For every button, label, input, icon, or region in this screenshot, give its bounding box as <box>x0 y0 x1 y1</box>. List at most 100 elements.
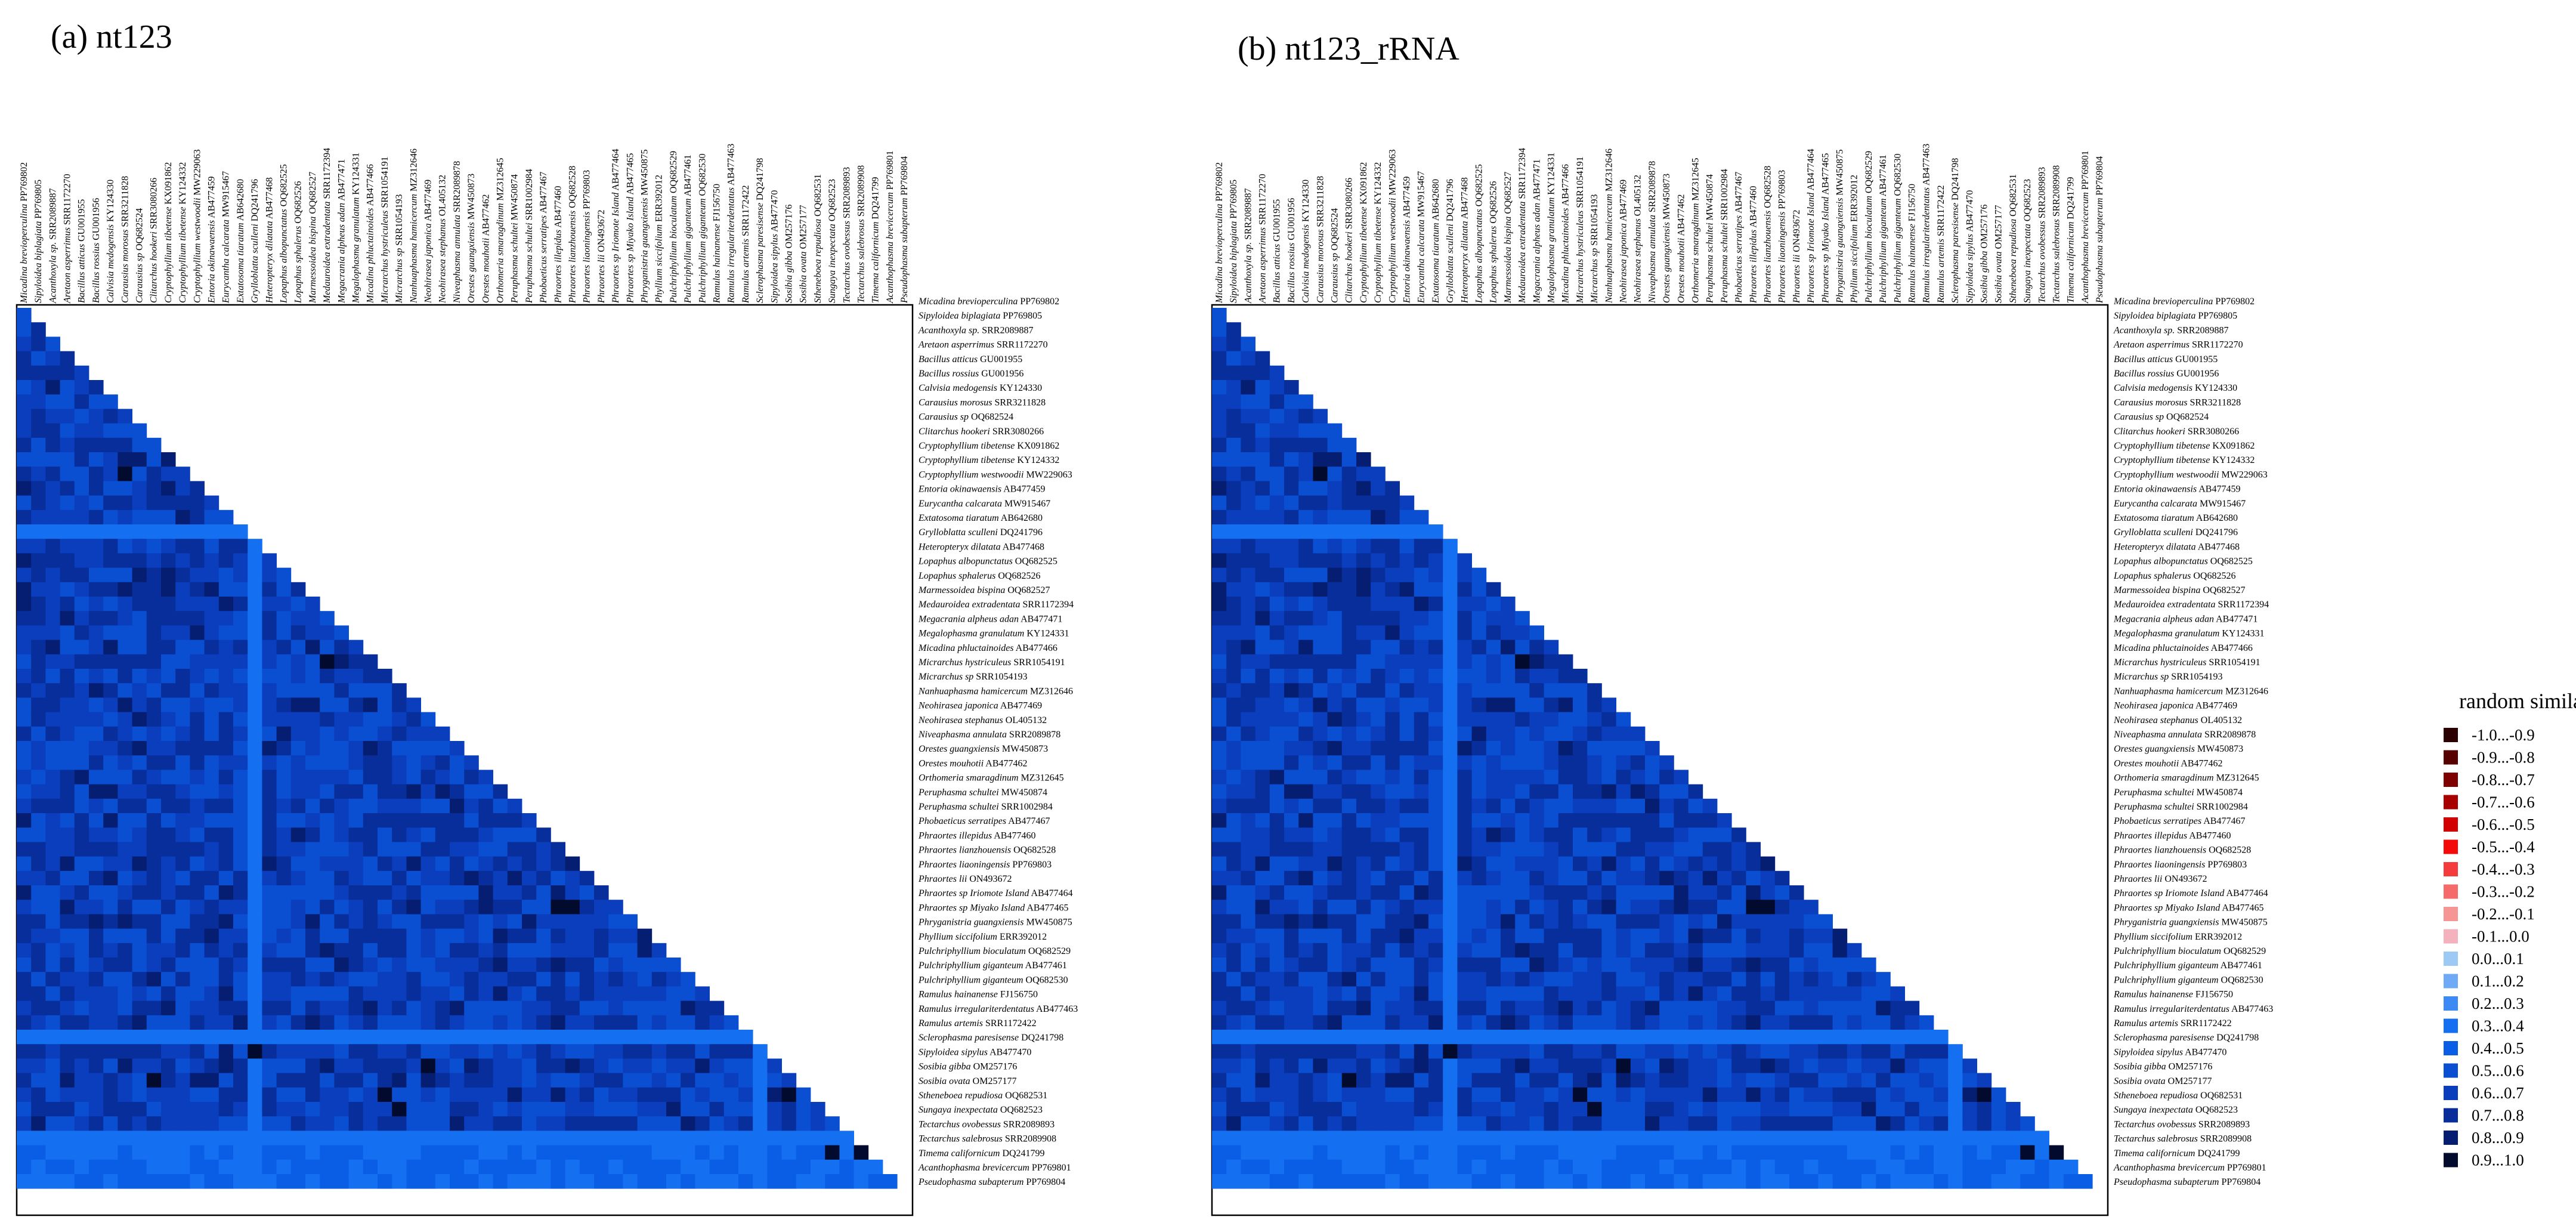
heatmap-cell <box>1630 986 1646 1001</box>
heatmap-cell <box>493 1073 508 1088</box>
heatmap-cell <box>17 539 32 554</box>
heatmap-cell <box>753 1058 768 1073</box>
heatmap-cell <box>45 481 60 496</box>
row-label: Phobaeticus serratipes AB477467 <box>918 816 1050 826</box>
heatmap-cell <box>1255 813 1270 828</box>
heatmap-cell <box>536 972 551 987</box>
heatmap-cell <box>17 712 32 727</box>
heatmap-cell <box>1501 654 1516 669</box>
heatmap-cell <box>1630 798 1646 814</box>
column-label: Cryptophyllium tibetense KY124332 <box>1373 162 1383 303</box>
heatmap-cell <box>1962 1159 1977 1175</box>
heatmap-cell <box>1471 1174 1487 1189</box>
heatmap-cell <box>305 1159 320 1175</box>
heatmap-cell <box>536 1030 551 1045</box>
heatmap-cell <box>1659 784 1674 799</box>
heatmap-cell <box>450 914 465 929</box>
heatmap-cell <box>579 1044 595 1059</box>
heatmap-cell <box>17 770 32 785</box>
heatmap-cell <box>1471 827 1487 842</box>
heatmap-cell <box>60 827 75 842</box>
heatmap-cell <box>1385 741 1400 756</box>
heatmap-cell <box>1774 1030 1790 1045</box>
heatmap-cell <box>1385 712 1400 727</box>
heatmap-cell <box>1371 1159 1386 1175</box>
heatmap-cell <box>60 351 75 366</box>
heatmap-cell <box>1298 683 1313 698</box>
heatmap-cell <box>248 943 262 958</box>
heatmap-cell <box>464 1000 479 1016</box>
heatmap-cell <box>89 1000 104 1016</box>
column-label: Extatosoma tiaratum AB642680 <box>1431 179 1441 304</box>
heatmap-cell <box>406 1044 421 1059</box>
heatmap-cell <box>1717 813 1732 828</box>
heatmap-cell <box>1457 986 1472 1001</box>
column-label: Grylloblatta sculleni DQ241796 <box>250 179 260 303</box>
heatmap-cell <box>681 1131 695 1145</box>
heatmap-cell <box>348 900 364 915</box>
heatmap-cell <box>1659 1116 1674 1131</box>
heatmap-cell <box>161 813 176 828</box>
heatmap-cell <box>1212 509 1227 525</box>
heatmap-cell <box>1529 726 1544 742</box>
heatmap-cell <box>1515 1102 1530 1117</box>
heatmap-cell <box>161 481 176 496</box>
heatmap-cell <box>1341 798 1357 814</box>
heatmap-cell <box>276 1116 292 1131</box>
column-label: Ramulus artemis SRR1172422 <box>1936 185 1946 304</box>
heatmap-cell <box>45 1000 60 1016</box>
heatmap-cell <box>406 1073 421 1088</box>
heatmap-cell <box>1529 669 1544 684</box>
heatmap-cell <box>507 943 522 958</box>
heatmap-cell <box>290 770 306 785</box>
heatmap-cell <box>1428 1015 1443 1030</box>
heatmap-cell <box>420 1116 436 1131</box>
heatmap-cell <box>1977 1145 1992 1160</box>
heatmap-cell <box>132 827 147 842</box>
row-label: Micrarchus hystriculeus SRR1054191 <box>918 657 1065 668</box>
heatmap-cell <box>1876 1145 1891 1160</box>
row-label: Niveaphasma annulata SRR2089878 <box>918 730 1060 740</box>
heatmap-cell <box>1731 958 1746 972</box>
heatmap-cell <box>1443 900 1458 915</box>
heatmap-cell <box>146 770 162 785</box>
row-label: Grylloblatta sculleni DQ241796 <box>919 527 1043 538</box>
heatmap-cell <box>709 1015 725 1030</box>
heatmap-cell <box>738 1174 753 1189</box>
heatmap-cell <box>1443 654 1458 669</box>
heatmap-cell <box>1645 885 1660 900</box>
heatmap-cell <box>392 1073 407 1088</box>
heatmap-cell <box>1226 394 1241 409</box>
heatmap-cell <box>738 1087 753 1102</box>
heatmap-cell <box>45 597 60 612</box>
column-label: Pulchriphyllium giganteum AB477461 <box>1878 155 1888 304</box>
heatmap-cell <box>117 813 132 828</box>
heatmap-cell <box>1804 1015 1819 1030</box>
heatmap-cell <box>1457 625 1472 640</box>
row-label: Pulchriphyllium giganteum OQ682530 <box>2113 975 2263 985</box>
heatmap-cell <box>1688 1174 1703 1189</box>
heatmap-cell <box>103 986 118 1001</box>
heatmap-cell <box>811 1116 825 1131</box>
row-label: Megalophasma granulatum KY124331 <box>2113 629 2264 639</box>
heatmap-cell <box>1226 452 1241 467</box>
heatmap-cell <box>478 798 493 814</box>
heatmap-cell <box>348 1087 364 1102</box>
heatmap-cell <box>1255 784 1270 799</box>
heatmap-cell <box>248 640 262 655</box>
heatmap-cell <box>1587 1044 1602 1059</box>
heatmap-cell <box>175 597 190 612</box>
heatmap-cell <box>175 1058 190 1073</box>
heatmap-cell <box>363 958 378 972</box>
heatmap-cell <box>74 509 89 525</box>
heatmap-cell <box>89 755 104 770</box>
heatmap-cell <box>363 654 378 669</box>
heatmap-cell <box>1471 900 1487 915</box>
heatmap-cell <box>175 827 190 842</box>
heatmap-cell <box>478 900 493 915</box>
heatmap-cell <box>1904 1015 1920 1030</box>
heatmap-cell <box>522 972 537 987</box>
heatmap-cell <box>1269 567 1285 583</box>
heatmap-cell <box>1284 1030 1299 1045</box>
heatmap-cell <box>1645 1102 1660 1117</box>
